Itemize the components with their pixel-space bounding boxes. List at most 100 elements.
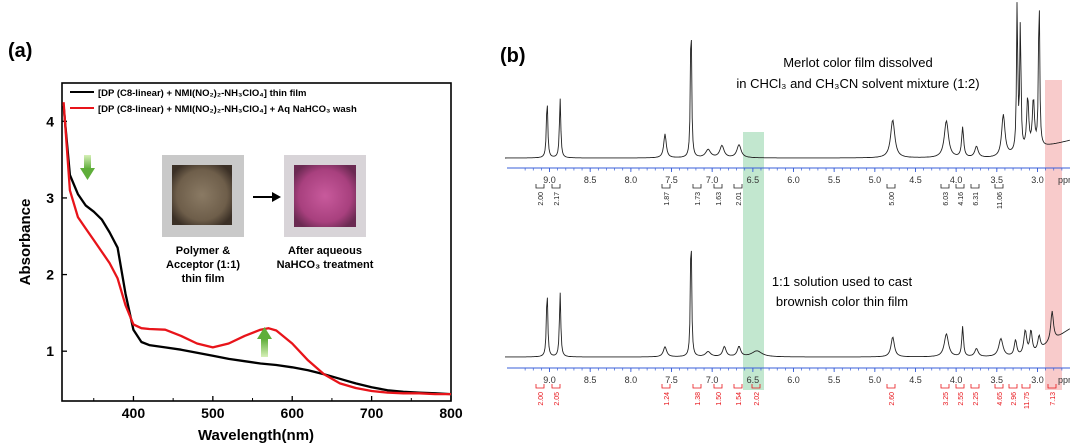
ppm-tick-label: 7.5 [665,175,678,185]
integral-bracket [970,384,980,389]
integral-value: 4.65 [997,392,1004,406]
series-line-2 [62,102,451,396]
ppm-tick-label: 5.5 [828,375,841,385]
bottom-spectrum-caption-1: 1:1 solution used to cast [772,274,913,289]
integral-bracket [1047,384,1057,389]
ppm-tick-label: 9.0 [543,375,556,385]
integral-value: 2.00 [538,392,545,406]
bottom-nmr-trace [505,250,1070,358]
photo-left-caption-2: Acceptor (1:1) [166,259,240,271]
ppm-tick-label: 8.5 [584,175,597,185]
integral-bracket [886,184,896,189]
series-lines [62,102,452,396]
integral-bracket [751,384,761,389]
integral-bracket [970,184,980,189]
highlight-band-red [1045,80,1062,390]
decrease-arrow [80,155,95,180]
legend: [DP (C8-linear) + NMI(NO₂)₂-NH₃ClO₄] thi… [70,88,357,115]
ppm-tick-label: 4.5 [909,375,922,385]
absorbance-chart: 400 500 600 700 800 1 2 3 4 Wavelength(nm) Abso… [17,82,463,444]
transform-arrow [253,192,281,202]
integral-value: 2.60 [889,392,896,406]
x-tick-label: 400 [122,405,146,421]
integral-value: 1.50 [716,392,723,406]
integral-bracket [713,384,723,389]
integral-bracket [551,384,561,389]
bottom-spectrum-caption-2: brownish color thin film [776,294,908,309]
integral-value: 5.00 [889,192,896,206]
integral-value: 11.06 [997,192,1004,209]
integral-value: 2.96 [1011,392,1018,406]
ppm-tick-label: 9.0 [543,175,556,185]
ppm-tick-label: 6.0 [787,375,800,385]
y-ticks: 1 2 3 4 [46,113,67,359]
integral-value: 6.31 [973,192,980,206]
ppm-tick-label: 6.5 [747,375,760,385]
series-line-1 [62,105,452,396]
integral-value: 2.05 [554,392,561,406]
y-tick-label: 1 [46,343,54,359]
integral-bracket [692,384,702,389]
ppm-tick-label: 5.0 [869,175,882,185]
ppm-tick-label: 3.5 [991,375,1004,385]
x-axis-label: Wavelength(nm) [198,427,314,444]
x-tick-label: 600 [281,405,305,421]
integral-bracket [692,184,702,189]
integral-bracket [994,384,1004,389]
plot-frame [61,82,452,402]
nmr-spectra: Merlot color film dissolved in CHCl₃ and… [505,2,1070,409]
legend-entry-1: [DP (C8-linear) + NMI(NO₂)₂-NH₃ClO₄] thi… [98,88,307,99]
integral-value: 6.03 [943,192,950,206]
ppm-tick-label: 7.0 [706,175,719,185]
ppm-tick-label: 3.0 [1031,175,1044,185]
y-tick-label: 3 [46,190,54,206]
bottom-integrals: 2.00 2.05 1.24 1.38 1.50 1.54 2.02 2.60 3.25 2.55… [535,384,1057,409]
ppm-unit-label: ppm [1058,375,1070,385]
integral-bracket [1008,384,1018,389]
ppm-tick-label: 4.0 [950,375,963,385]
integral-value: 7.13 [1050,392,1057,406]
legend-entry-2: [DP (C8-linear) + NMI(NO₂)₂-NH₃ClO₄] + A… [98,104,357,115]
top-spectrum-caption-2: in CHCl₃ and CH₃CN solvent mixture (1:2) [736,76,979,91]
integral-bracket [661,384,671,389]
integral-bracket [535,184,545,189]
y-tick-label: 2 [46,267,54,283]
top-ppm-axis: 9.0 8.5 8.0 7.5 7.0 6.5 6.0 5.5 5.0 4.5 4.0 3.5 3.0 p… [507,167,1070,185]
integral-value: 4.16 [958,192,965,206]
integral-bracket [955,384,965,389]
ppm-tick-label: 4.0 [950,175,963,185]
x-tick-label: 500 [201,405,225,421]
x-ticks: 400 500 600 700 800 [93,396,463,421]
integral-value: 3.25 [943,392,950,406]
photo-treated-film: After aqueous NaHCO₃ treatment [277,155,374,271]
ppm-tick-label: 7.0 [706,375,719,385]
top-spectrum-caption-1: Merlot color film dissolved [783,55,933,70]
x-tick-label: 700 [360,405,384,421]
ppm-tick-label: 8.5 [584,375,597,385]
integral-bracket [551,184,561,189]
integral-value: 1.63 [716,192,723,206]
integral-bracket [1021,384,1031,389]
ppm-tick-label: 8.0 [625,375,638,385]
integral-bracket [955,184,965,189]
highlight-band-green [743,132,764,390]
ppm-tick-label: 3.5 [991,175,1004,185]
ppm-tick-label: 5.5 [828,175,841,185]
top-integrals: 2.00 2.17 1.87 1.73 1.63 2.01 5.00 6.03 4.16 6.31… [535,184,1004,209]
integral-bracket [661,184,671,189]
integral-bracket [733,384,743,389]
top-nmr-trace [505,2,1070,159]
y-tick-label: 4 [46,113,54,129]
integral-value: 1.87 [664,192,671,206]
increase-arrow [257,327,272,357]
integral-bracket [535,384,545,389]
ppm-tick-label: 6.5 [747,175,760,185]
x-tick-label: 800 [439,405,463,421]
integral-value: 1.54 [736,392,743,406]
integral-value: 11.75 [1024,392,1031,409]
bottom-ppm-axis: 9.0 8.5 8.0 7.5 7.0 6.5 6.0 5.5 5.0 4.5 4.0 3.5 3.0 p… [507,367,1070,385]
photo-right-caption-1: After aqueous [288,245,362,257]
photo-polymer-film: Polymer & Acceptor (1:1) thin film [162,155,244,285]
integral-value: 1.24 [664,392,671,406]
